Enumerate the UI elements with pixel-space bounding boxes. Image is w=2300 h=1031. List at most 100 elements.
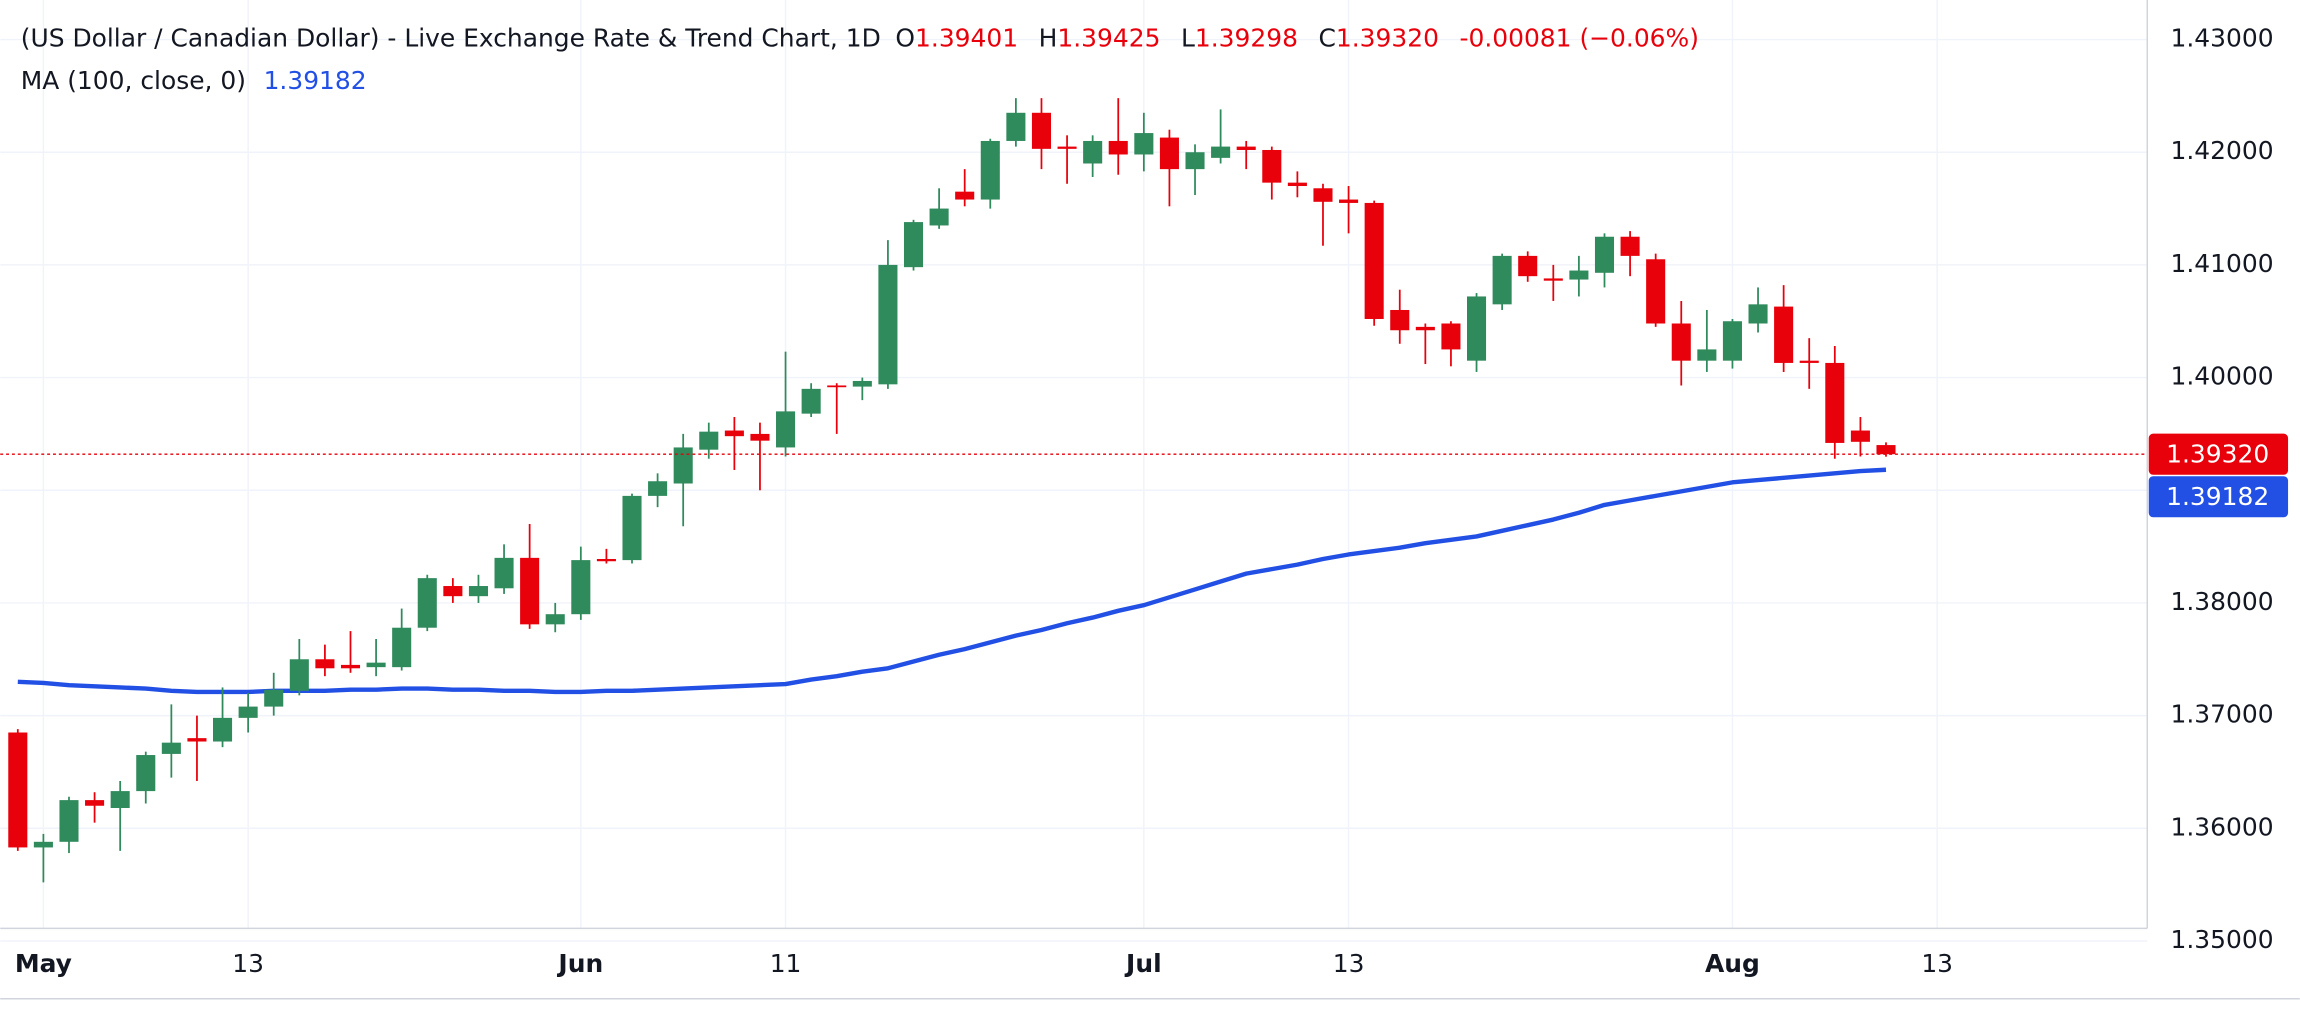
candle-body [1159, 137, 1179, 170]
candle-body [827, 385, 847, 388]
plot [0, 98, 2148, 883]
candle-body [213, 717, 233, 742]
candle-body [1850, 430, 1870, 442]
candle-body [1594, 236, 1615, 273]
candle-body [417, 578, 437, 628]
candle-body [315, 659, 335, 669]
last-price-label: 1.39320 [2166, 440, 2269, 469]
legend-change: -0.00081 (−0.06%) [1459, 24, 1698, 53]
legend-value: 1.39298 [1195, 24, 1298, 53]
legend-value: 1.39401 [915, 24, 1018, 53]
candle-body [136, 755, 156, 792]
candle-body [59, 800, 79, 842]
candle-body [1646, 259, 1666, 324]
candle-body [545, 614, 565, 625]
legend-prefix: L [1181, 24, 1195, 53]
candle-body [1620, 236, 1640, 256]
ma-line [17, 467, 1887, 695]
y-tick-label: 1.37000 [2171, 700, 2274, 729]
candle-body [1057, 146, 1077, 149]
candle-body [264, 689, 284, 707]
y-tick-label: 1.35000 [2171, 925, 2274, 954]
candle-body [366, 662, 386, 668]
x-tick-label: 13 [1921, 949, 1953, 978]
candle-body [1799, 360, 1819, 363]
x-tick-label: Jul [1124, 949, 1162, 978]
labels: 1.350001.360001.370001.380001.390001.400… [15, 24, 2289, 978]
candle-body [1211, 146, 1231, 158]
ma-value-tag: 1.39182 [2166, 482, 2269, 511]
candle-body [673, 447, 693, 484]
candle-body [1671, 323, 1691, 361]
candle-body [1134, 133, 1154, 155]
x-tick-label: Jun [556, 949, 603, 978]
candle-body [596, 558, 616, 562]
axes [0, 0, 2300, 1000]
candle-body [1876, 445, 1896, 455]
candle-body [622, 495, 642, 561]
legend-value: 1.39425 [1057, 24, 1160, 53]
candle-body [801, 388, 821, 414]
candle-body [1492, 255, 1512, 305]
candle-body [1185, 152, 1205, 170]
candle-body [1083, 140, 1103, 164]
ma-legend-value: 1.39182 [264, 66, 367, 95]
y-tick-label: 1.38000 [2171, 587, 2274, 616]
candle-body [1748, 304, 1768, 324]
candle-body [1287, 182, 1307, 187]
y-tick-label: 1.36000 [2171, 812, 2274, 841]
ma-legend-line: MA (100, close, 0) 1.39182 [21, 66, 367, 95]
candle-body [1441, 323, 1461, 350]
x-tick-label: 13 [232, 949, 264, 978]
candle-body [955, 191, 975, 200]
candle-body [1262, 149, 1282, 183]
y-tick-label: 1.42000 [2171, 136, 2274, 165]
legend-line: (US Dollar / Canadian Dollar) - Live Exc… [21, 24, 1699, 53]
legend-title: (US Dollar / Canadian Dollar) - Live Exc… [21, 24, 881, 53]
candle-body [1825, 362, 1845, 443]
candle-body [161, 742, 181, 754]
candle-body [1236, 146, 1256, 150]
candle-body [443, 586, 463, 597]
candle-body [33, 841, 53, 848]
x-tick-label: Aug [1705, 949, 1760, 978]
candle-body [8, 732, 28, 848]
y-tick-label: 1.43000 [2171, 24, 2274, 53]
candle-body [1569, 270, 1589, 280]
legend-prefix: C [1318, 24, 1335, 53]
x-tick-label: 11 [770, 949, 802, 978]
candle-body [520, 557, 540, 625]
candle-body [289, 659, 309, 691]
candle-body [750, 433, 770, 441]
candle-body [699, 431, 719, 450]
x-tick-label: May [15, 949, 72, 978]
candle-body [392, 627, 412, 668]
last-price-tag [2148, 433, 2289, 475]
candle-body [187, 738, 207, 742]
ma-tag [2148, 476, 2289, 518]
candle-body [340, 664, 361, 669]
candle-body [1543, 278, 1563, 281]
candle-body [238, 706, 258, 718]
legend-prefix: H [1039, 24, 1058, 53]
y-tick-label: 1.41000 [2171, 249, 2274, 278]
candle-body [903, 222, 924, 268]
x-tick-label: 13 [1333, 949, 1365, 978]
candle-body [929, 208, 949, 226]
candle-body [85, 800, 105, 806]
candle-body [724, 430, 744, 437]
candle-body [468, 586, 488, 597]
candle-body [1006, 112, 1026, 141]
legend-value: 1.39320 [1336, 24, 1439, 53]
candle-body [1390, 309, 1410, 331]
candle-body [1466, 296, 1487, 361]
candle-body [980, 140, 1000, 200]
candle-body [1364, 202, 1384, 319]
candle-body [1774, 306, 1794, 363]
candle-body [1031, 112, 1052, 149]
candle-body [1722, 321, 1742, 361]
candle-body [1339, 199, 1359, 203]
candle-body [776, 411, 796, 448]
